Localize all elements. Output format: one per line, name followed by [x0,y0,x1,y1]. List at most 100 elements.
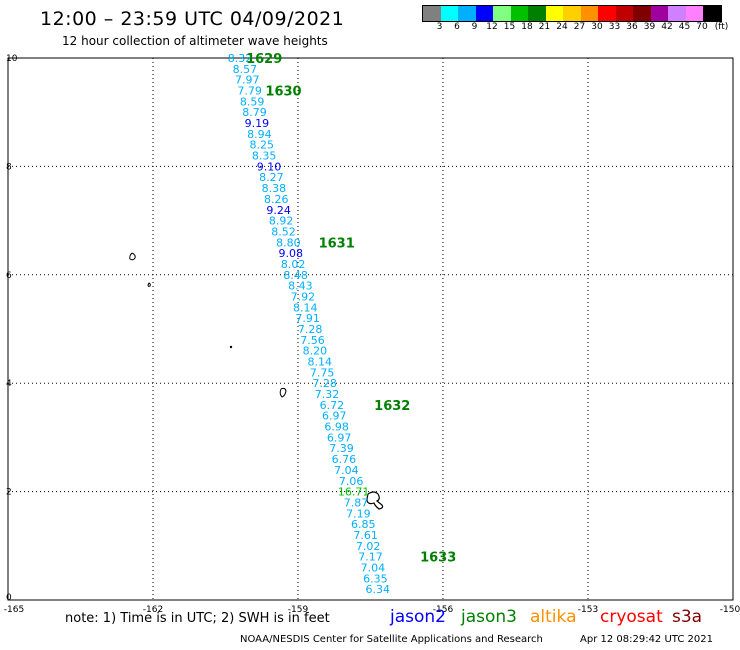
legend-swatch [563,6,581,21]
y-tick-label: 8 [6,162,12,172]
x-tick-label: -159 [288,605,309,615]
legend-label: 39 [643,22,656,32]
wave-height-label: 7.75 [310,366,335,379]
wave-height-label: 8.80 [276,236,301,249]
wave-height-label: 8.57 [233,63,258,76]
x-tick-label: -150 [720,605,740,615]
wave-height-label: 8.59 [240,95,265,108]
legend-label: 18 [521,22,533,32]
islands [129,252,384,510]
wave-height-label: 8.35 [252,150,277,163]
wave-height-label: 6.35 [363,572,388,585]
wave-height-label: 8.27 [259,171,284,184]
footer-note: note: 1) Time is in UTC; 2) SWH is in fe… [65,611,330,626]
x-tick-label: -165 [4,605,24,615]
wave-height-label: 6.72 [320,399,345,412]
wave-height-label: 6.34 [366,583,391,596]
legend-swatch [615,6,633,21]
legend-swatch [580,6,598,21]
map-subtitle: 12 hour collection of altimeter wave hei… [62,34,328,48]
wave-height-label: 8.14 [308,356,333,369]
wave-height-label: 8.43 [288,280,313,293]
legend-swatch [545,6,563,21]
wave-height-label: 8.48 [283,269,308,282]
wave-height-label: 7.56 [300,334,325,347]
legend-label: 42 [661,22,673,32]
wave-height-label: 6.97 [327,431,352,444]
legend-swatch [598,6,616,21]
wave-height-label: 7.28 [298,323,323,336]
legend-label: 30 [591,22,603,32]
wave-height-label: 7.19 [346,507,371,520]
wave-height-label: 9.10 [257,160,282,173]
pass-time-label: 1629 [246,52,282,67]
legend-label: 45 [678,22,691,32]
legend-label: (ft) [714,22,729,32]
island-dot [229,345,233,349]
footer-timestamp: Apr 12 08:29:42 UTC 2021 [580,634,713,645]
legend-label: 3 [436,22,443,32]
satellite-jason2: jason2 [390,607,446,627]
wave-height-label: 8.02 [281,258,306,271]
wave-height-label: 7.87 [344,496,369,509]
legend-swatch [458,6,476,21]
wave-height-label: 7.61 [353,529,378,542]
wave-height-label: 7.02 [356,540,381,553]
map-title: 12:00 – 23:59 UTC 04/09/2021 [40,8,345,30]
wave-height-label: 7.97 [235,74,260,87]
wave-height-label: 7.17 [358,551,383,564]
island-outline [147,282,151,287]
wave-height-label: 8.20 [303,345,328,358]
legend-swatch [475,6,493,21]
legend-label: 6 [454,22,460,32]
wave-height-label: 8.79 [242,106,267,119]
satellite-s3a: s3a [672,607,703,627]
wave-height-label: 8.14 [293,301,318,314]
wave-height-label: 8.32 [228,52,253,65]
legend-swatch [528,6,546,21]
pass-time-label: 1631 [319,236,355,251]
x-tick-label: -153 [578,605,598,615]
wave-height-label: 8.52 [271,225,296,238]
y-tick-label: 2 [6,488,12,498]
legend-swatch [440,6,458,21]
color-legend-labels: 3 6 9 12 15 18 21 24 27 30 33 36 39 42 45 70 (ft) [422,22,740,36]
legend-swatch [703,6,721,21]
y-tick-label: 0 [6,593,12,603]
legend-swatch [668,6,686,21]
wave-height-label: 9.24 [266,204,291,217]
y-tick-label: 10 [6,54,18,64]
y-tick-label: 4 [6,379,12,389]
legend-swatch [510,6,528,21]
legend-swatch [685,6,703,21]
wave-height-label: 7.39 [329,442,354,455]
wave-height-label: 8.92 [269,215,294,228]
wave-height-label: 7.04 [334,464,359,477]
legend-swatch [493,6,511,21]
x-tick-label: -162 [143,605,163,615]
wave-height-label: 16.71 [338,486,370,499]
island-outline [279,387,287,398]
legend-label: 21 [538,22,551,32]
legend-label: 12 [486,22,498,32]
legend-swatch [633,6,651,21]
satellite-altika: altika [530,607,577,627]
legend-label: 36 [626,22,638,32]
legend-label: 15 [503,22,516,32]
pass-time-label: 1633 [420,551,456,566]
wave-height-label: 9.19 [245,117,270,130]
legend-label: 27 [573,22,586,32]
wave-height-label: 7.92 [291,290,316,303]
wave-height-label: 7.32 [315,388,340,401]
wave-height-label: 6.97 [322,410,347,423]
wave-height-label: 8.38 [262,182,287,195]
wave-height-label: 6.98 [324,421,349,434]
legend-label: 24 [556,22,568,32]
island-outline [366,491,384,510]
legend-swatch [423,6,441,21]
wave-height-label: 9.08 [279,247,304,260]
wave-height-label: 8.25 [250,139,275,152]
pass-time-label: 1632 [374,399,410,414]
satellite-jason3: jason3 [461,607,517,627]
color-legend [422,5,722,22]
